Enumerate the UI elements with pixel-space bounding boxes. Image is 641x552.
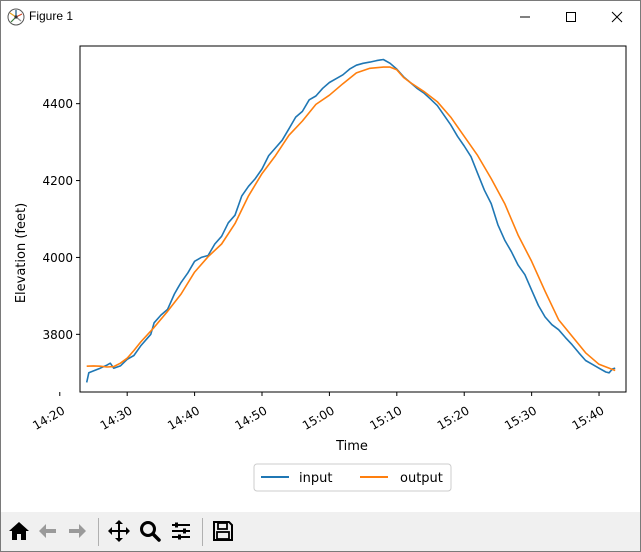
plot-canvas[interactable]: 14:20 14:30 14:40 14:50 15:00 15:10 15:20 15:30… [1, 32, 640, 510]
close-icon [611, 11, 623, 22]
y-tick-label: 4400 [42, 97, 73, 111]
minimize-button[interactable] [502, 1, 548, 32]
y-tick-label: 4000 [42, 251, 73, 265]
configure-subplots-button[interactable] [167, 516, 195, 546]
x-axis-label: Time [335, 439, 368, 454]
y-tick-label: 4200 [42, 174, 73, 188]
zoom-magnifier-icon [140, 521, 161, 542]
legend-label-output: output [400, 471, 443, 486]
window-title: Figure 1 [29, 9, 74, 23]
axes-frame [79, 45, 627, 393]
minimize-icon [520, 16, 530, 17]
series-line-output [86, 66, 616, 372]
forward-arrow-icon [69, 524, 86, 538]
back-button[interactable] [34, 516, 62, 546]
toolbar-separator [98, 518, 99, 546]
toolbar-separator [202, 518, 203, 546]
home-button[interactable] [5, 516, 33, 546]
zoom-button[interactable] [136, 516, 164, 546]
maximize-icon [566, 11, 576, 22]
y-axis-label: Elevation (feet) [14, 203, 29, 303]
save-button[interactable] [209, 516, 237, 546]
configure-subplots-icon [172, 522, 190, 540]
home-icon [9, 522, 29, 540]
matplotlib-logo-icon [7, 8, 25, 26]
navigation-toolbar [1, 512, 640, 551]
elevation-chart: 14:20 14:30 14:40 14:50 15:00 15:10 15:20 15:30… [1, 32, 640, 510]
y-tick-label: 3800 [42, 328, 73, 342]
back-arrow-icon [39, 524, 56, 538]
forward-button[interactable] [63, 516, 91, 546]
pan-move-icon [108, 520, 130, 542]
title-bar[interactable]: Figure 1 [1, 1, 640, 32]
close-button[interactable] [594, 1, 640, 32]
legend-label-input: input [299, 471, 332, 486]
maximize-button[interactable] [548, 1, 594, 32]
legend-frame [253, 463, 452, 492]
pan-button[interactable] [105, 516, 133, 546]
series-line-input [85, 58, 616, 383]
save-floppy-icon [213, 521, 233, 541]
legend: input output [253, 463, 452, 492]
